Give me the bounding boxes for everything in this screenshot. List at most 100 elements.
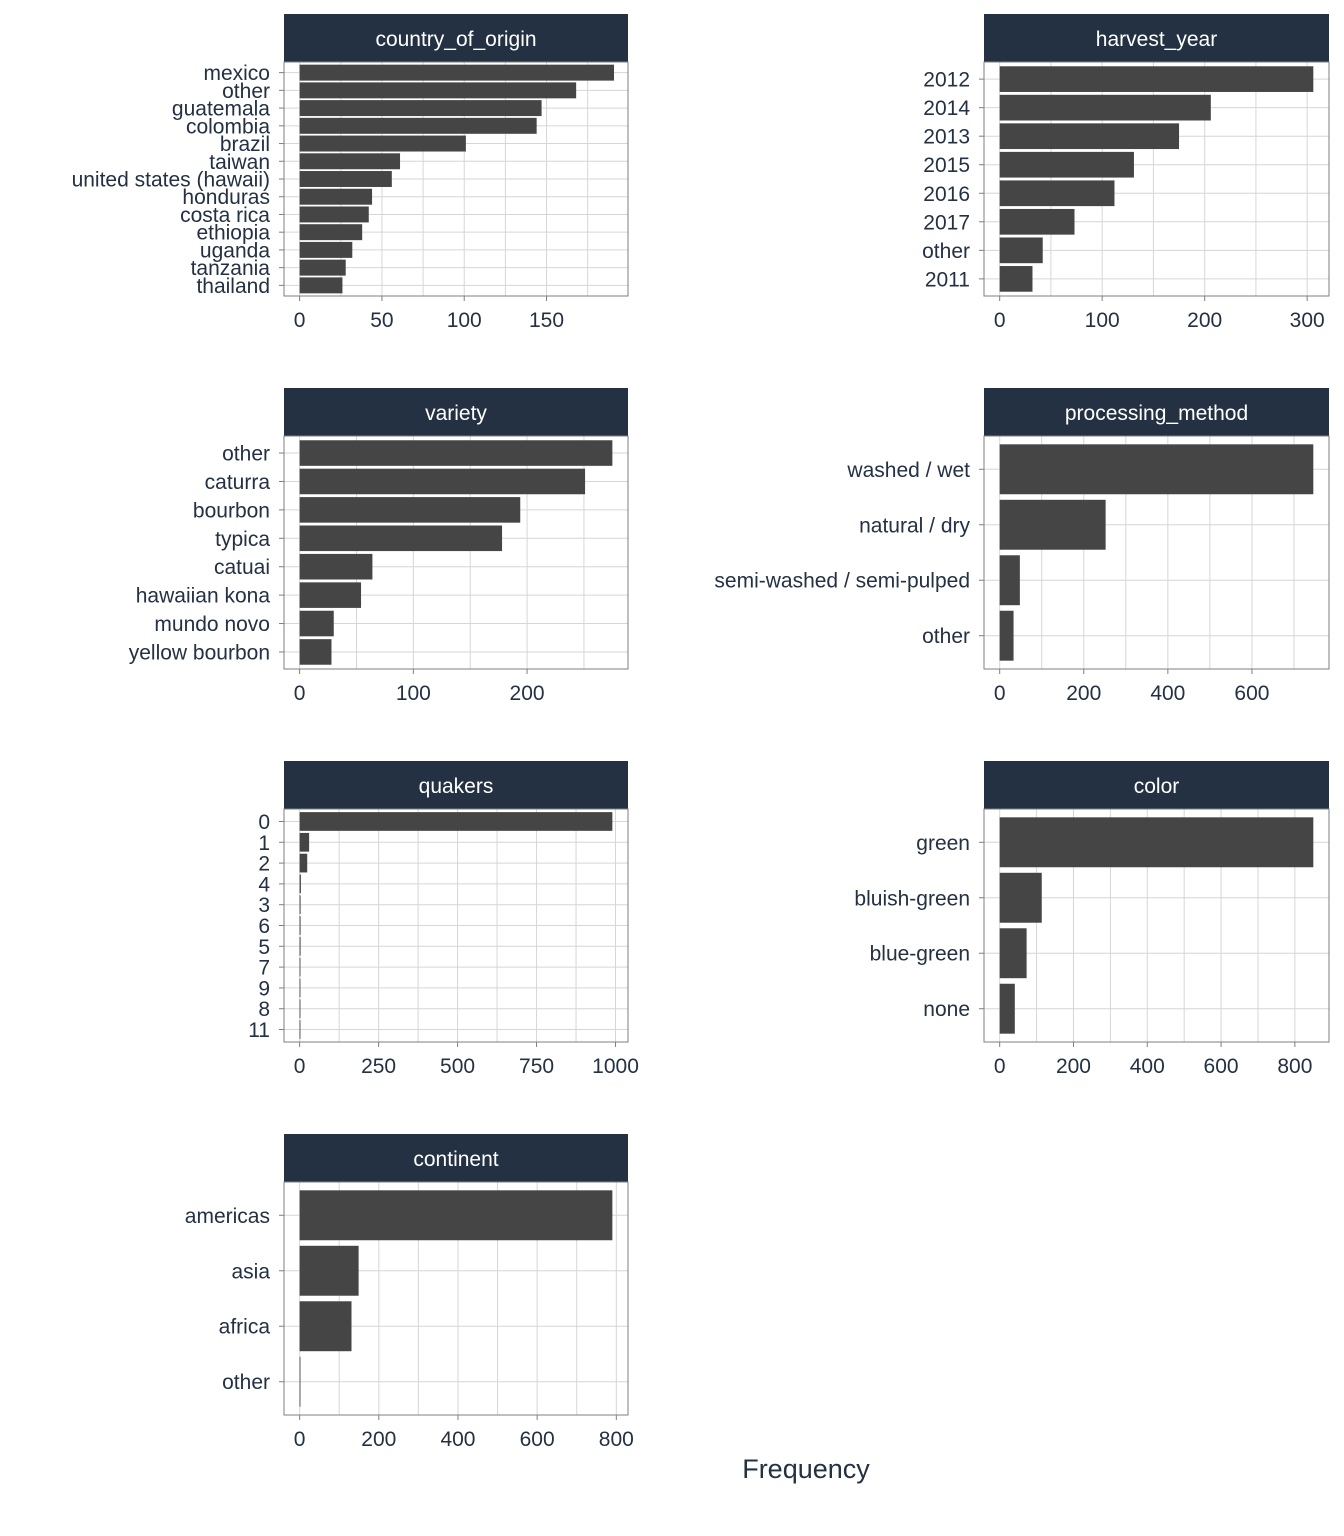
bar-other — [299, 440, 613, 466]
y-tick-label: taiwan — [209, 151, 270, 174]
y-tick-label: washed / wet — [846, 459, 970, 482]
y-tick-label: guatemala — [172, 98, 270, 121]
x-tick-label: 750 — [519, 1055, 554, 1078]
facet-title: country_of_origin — [375, 28, 536, 51]
y-tick-label: uganda — [200, 239, 270, 262]
x-tick-label: 400 — [1130, 1055, 1165, 1078]
y-tick-label: thailand — [196, 275, 270, 298]
facet-header — [984, 761, 1329, 809]
panel-border — [983, 808, 1330, 1043]
bar-caturra — [299, 468, 586, 495]
x-tick-label: 200 — [1187, 309, 1222, 332]
bar-other — [299, 82, 577, 99]
y-tick-label: 2015 — [923, 154, 970, 177]
y-tick-label: mundo novo — [154, 613, 270, 636]
facet-title: harvest_year — [1096, 28, 1217, 51]
bar-2014 — [999, 94, 1211, 121]
bar-ethiopia — [299, 224, 363, 241]
y-tick-label: mexico — [203, 62, 270, 85]
bar-1 — [299, 832, 310, 852]
y-tick-label: ethiopia — [196, 222, 270, 245]
y-tick-label: 2017 — [923, 211, 970, 234]
bar-green — [999, 817, 1314, 868]
bar-honduras — [299, 188, 373, 205]
facet-country-of-origin: country_of_originmexicootherguatemalacol… — [72, 14, 629, 332]
x-tick-label: 800 — [599, 1428, 634, 1451]
y-tick-label: semi-washed / semi-pulped — [714, 570, 970, 593]
x-tick-label: 200 — [361, 1428, 396, 1451]
bar-2 — [299, 853, 308, 873]
bar-bluish-green — [999, 872, 1042, 923]
bar-semi-washed-semi-pulped — [999, 555, 1020, 606]
bar-bourbon — [299, 497, 521, 523]
x-tick-label: 300 — [1290, 309, 1325, 332]
x-tick-label: 0 — [294, 309, 306, 332]
x-tick-label: 100 — [396, 682, 431, 705]
x-tick-label: 0 — [294, 1428, 306, 1451]
y-tick-label: other — [922, 625, 970, 648]
x-tick-label: 0 — [294, 682, 306, 705]
y-tick-label: hawaiian kona — [136, 585, 271, 608]
facet-title: continent — [413, 1148, 498, 1171]
y-tick-label: americas — [185, 1205, 270, 1228]
bar-blue-green — [999, 928, 1027, 979]
bar-catuai — [299, 553, 373, 580]
y-tick-label: united states (hawaii) — [72, 169, 270, 192]
bar-taiwan — [299, 153, 401, 170]
y-tick-label: 1 — [258, 832, 270, 855]
y-tick-label: costa rica — [180, 204, 270, 227]
x-tick-label: 100 — [447, 309, 482, 332]
y-tick-label: typica — [215, 528, 270, 551]
bar-other — [299, 1356, 301, 1407]
y-tick-label: 7 — [258, 957, 270, 980]
facet-header — [284, 388, 628, 436]
panel-border — [283, 435, 629, 670]
x-tick-label: 0 — [994, 1055, 1006, 1078]
y-tick-label: natural / dry — [859, 514, 970, 537]
panel-border — [283, 1181, 629, 1416]
x-tick-label: 200 — [510, 682, 545, 705]
facet-header — [284, 1134, 628, 1182]
bar-2017 — [999, 208, 1075, 235]
x-axis-label: Frequency — [742, 1454, 870, 1484]
y-tick-label: 2 — [258, 853, 270, 876]
y-tick-label: blue-green — [870, 943, 970, 966]
y-tick-label: 11 — [248, 1019, 270, 1042]
bar-washed-wet — [999, 444, 1314, 495]
bar-colombia — [299, 117, 537, 134]
facet-harvest-year: harvest_year 2012 2014 2013 2015 2016 2017 othe… — [922, 14, 1330, 332]
facet-header — [984, 14, 1329, 62]
y-tick-label: other — [222, 443, 270, 466]
y-tick-label: africa — [219, 1316, 271, 1339]
bar-6 — [299, 916, 301, 935]
y-tick-label: bluish-green — [854, 887, 970, 910]
y-tick-label: brazil — [220, 133, 270, 156]
y-tick-label: yellow bourbon — [129, 641, 270, 664]
x-tick-label: 800 — [1277, 1055, 1312, 1078]
x-tick-label: 50 — [370, 309, 393, 332]
y-tick-label: asia — [231, 1260, 270, 1283]
y-tick-label: none — [923, 998, 970, 1021]
bar-none — [999, 983, 1015, 1034]
x-tick-label: 400 — [440, 1428, 475, 1451]
y-tick-label: catuai — [214, 556, 270, 579]
y-tick-label: other — [222, 1371, 270, 1394]
x-tick-label: 0 — [994, 309, 1006, 332]
bar-uganda — [299, 241, 353, 258]
bar-other — [999, 610, 1014, 661]
y-tick-label: 2012 — [923, 69, 970, 92]
x-tick-label: 200 — [1066, 682, 1101, 705]
y-tick-label: 4 — [258, 873, 270, 896]
x-tick-label: 150 — [529, 309, 564, 332]
y-tick-label: 2013 — [923, 126, 970, 149]
bar-brazil — [299, 135, 466, 152]
facet-continent: continent americas asia africa other 0 200 400 6… — [185, 1134, 634, 1451]
y-tick-label: bourbon — [193, 499, 270, 522]
y-tick-label: caturra — [205, 471, 271, 494]
bar-0 — [299, 812, 613, 831]
x-tick-label: 100 — [1085, 309, 1120, 332]
bar-united-states-hawaii — [299, 171, 392, 187]
bar-thailand — [299, 277, 343, 294]
